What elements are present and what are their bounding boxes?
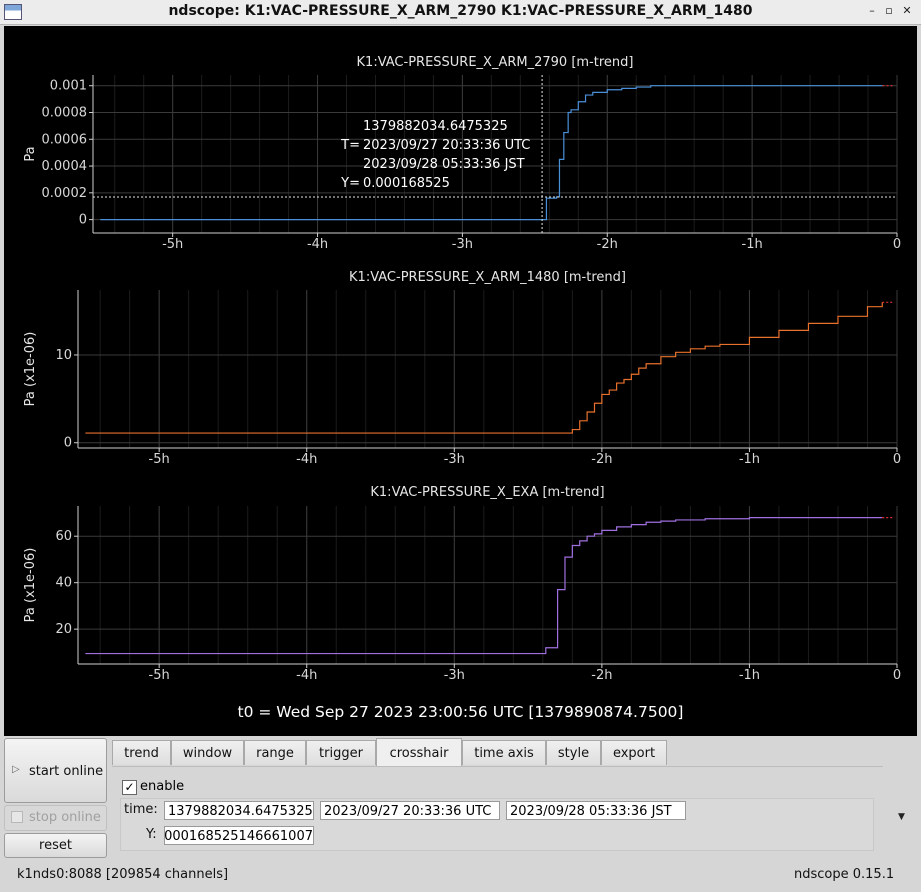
y-tick-label: 0.0008 bbox=[42, 105, 88, 120]
y-tick-label: 0.0006 bbox=[42, 132, 88, 147]
y-tick-label: 10 bbox=[55, 348, 72, 363]
stop-online-label: stop online bbox=[29, 810, 101, 825]
y-label: Y: bbox=[146, 827, 157, 842]
x-tick-label: -4h bbox=[307, 237, 328, 252]
tab-time-axis[interactable]: time axis bbox=[462, 740, 546, 765]
chart-3[interactable]: -5h -4h -3h -2h -1h 0 20 40 60 K1:VAC-PRESSURE_X_… bbox=[23, 485, 901, 683]
x-tick-label: -1h bbox=[739, 452, 760, 467]
y-axis-label: Pa bbox=[23, 146, 38, 161]
crosshair-y-label: Y= bbox=[340, 176, 360, 191]
x-tick-label: 0 bbox=[893, 452, 901, 467]
minimize-button[interactable]: – bbox=[869, 4, 875, 17]
x-tick-label: -2h bbox=[597, 237, 618, 252]
version-label: ndscope 0.15.1 bbox=[794, 867, 895, 882]
t0-label: t0 = Wed Sep 27 2023 23:00:56 UTC [13798… bbox=[237, 703, 684, 721]
stop-icon bbox=[11, 811, 23, 823]
crosshair-utc-value: 2023/09/27 20:33:36 UTC bbox=[363, 138, 530, 153]
y-tick-label: 0.0002 bbox=[42, 186, 88, 201]
tab-export[interactable]: export bbox=[601, 740, 667, 765]
y-tick-label: 0.001 bbox=[50, 79, 87, 94]
x-tick-label: -3h bbox=[444, 668, 465, 683]
tab-trend[interactable]: trend bbox=[112, 740, 171, 765]
x-tick-label: 0 bbox=[893, 668, 901, 683]
stop-online-button[interactable]: stop online bbox=[4, 805, 107, 831]
reset-label: reset bbox=[39, 838, 72, 853]
tab-crosshair[interactable]: crosshair bbox=[376, 738, 462, 766]
x-tick-label: -2h bbox=[591, 452, 612, 467]
start-online-label: start online bbox=[29, 764, 104, 779]
tab-trigger[interactable]: trigger bbox=[306, 740, 376, 765]
chart-1[interactable]: -5h -4h -3h -2h -1h 0 0 0.0002 0.0004 0.0006 0.000… bbox=[23, 55, 901, 252]
enable-checkbox[interactable]: ✓ bbox=[122, 780, 137, 795]
title-bar: ndscope: K1:VAC-PRESSURE_X_ARM_2790 K1:V… bbox=[0, 0, 921, 25]
reset-button[interactable]: reset bbox=[4, 833, 107, 858]
crosshair-panel: ✓ enable time: 1379882034.6475325 2023/0… bbox=[112, 766, 883, 865]
x-tick-label: 0 bbox=[893, 237, 901, 252]
x-tick-label: -3h bbox=[444, 452, 465, 467]
crosshair-y-value: 0.000168525 bbox=[363, 176, 450, 191]
y-tick-label: 60 bbox=[55, 529, 72, 544]
crosshair-fields: time: 1379882034.6475325 2023/09/27 20:3… bbox=[120, 798, 874, 851]
y-tick-label: 20 bbox=[55, 622, 72, 637]
x-tick-label: -4h bbox=[296, 668, 317, 683]
close-button[interactable]: ✕ bbox=[902, 4, 912, 17]
utc-time-field[interactable]: 2023/09/27 20:33:36 UTC bbox=[320, 801, 500, 820]
x-tick-label: -5h bbox=[162, 237, 183, 252]
jst-time-field[interactable]: 2023/09/28 05:33:36 JST bbox=[506, 801, 686, 820]
chart-title: K1:VAC-PRESSURE_X_ARM_1480 [m-trend] bbox=[349, 270, 626, 285]
y-tick-label: 0 bbox=[79, 213, 87, 228]
y-tick-label: 0.0004 bbox=[42, 159, 88, 174]
app-icon[interactable] bbox=[4, 4, 22, 20]
chart-2[interactable]: -5h -4h -3h -2h -1h 0 0 10 K1:VAC-PRESSURE_X_ARM… bbox=[23, 270, 901, 467]
y-tick-label: 40 bbox=[55, 576, 72, 591]
plot-area[interactable]: -5h -4h -3h -2h -1h 0 0 0.0002 0.0004 0.0006 0.000… bbox=[4, 26, 917, 736]
x-tick-label: -1h bbox=[742, 237, 763, 252]
x-tick-label: -3h bbox=[452, 237, 473, 252]
chevron-down-icon[interactable]: ▼ bbox=[898, 812, 905, 822]
window-title: ndscope: K1:VAC-PRESSURE_X_ARM_2790 K1:V… bbox=[168, 3, 753, 19]
x-tick-label: -5h bbox=[149, 668, 170, 683]
tab-range[interactable]: range bbox=[244, 740, 306, 765]
tab-window[interactable]: window bbox=[171, 740, 244, 765]
x-tick-label: -4h bbox=[296, 452, 317, 467]
plots-canvas[interactable]: -5h -4h -3h -2h -1h 0 0 0.0002 0.0004 0.0006 0.000… bbox=[4, 26, 917, 736]
maximize-button[interactable]: ▫ bbox=[885, 4, 893, 17]
y-value-field[interactable]: 0.000168525146661007 bbox=[164, 826, 314, 845]
y-tick-label: 0 bbox=[64, 436, 72, 451]
tab-style[interactable]: style bbox=[546, 740, 601, 765]
enable-label: enable bbox=[140, 779, 185, 794]
series-line bbox=[100, 85, 883, 221]
gps-time-field[interactable]: 1379882034.6475325 bbox=[164, 801, 314, 820]
y-axis-label: Pa (x1e-06) bbox=[23, 332, 38, 407]
series-line bbox=[85, 302, 883, 434]
crosshair-jst-value: 2023/09/28 05:33:36 JST bbox=[363, 157, 525, 172]
start-online-button[interactable]: ▷ start online bbox=[4, 738, 107, 803]
time-label: time: bbox=[124, 802, 158, 817]
crosshair-utc-label: T= bbox=[340, 138, 360, 153]
chart-title: K1:VAC-PRESSURE_X_EXA [m-trend] bbox=[370, 485, 604, 500]
server-status: k1nds0:8088 [209854 channels] bbox=[17, 867, 229, 882]
x-tick-label: -2h bbox=[591, 668, 612, 683]
crosshair-gps-value: 1379882034.6475325 bbox=[363, 119, 508, 134]
chart-title: K1:VAC-PRESSURE_X_ARM_2790 [m-trend] bbox=[357, 55, 634, 70]
x-tick-label: -5h bbox=[149, 452, 170, 467]
y-axis-label: Pa (x1e-06) bbox=[23, 548, 38, 623]
play-icon: ▷ bbox=[12, 764, 20, 775]
series-line bbox=[85, 517, 883, 655]
x-tick-label: -1h bbox=[739, 668, 760, 683]
